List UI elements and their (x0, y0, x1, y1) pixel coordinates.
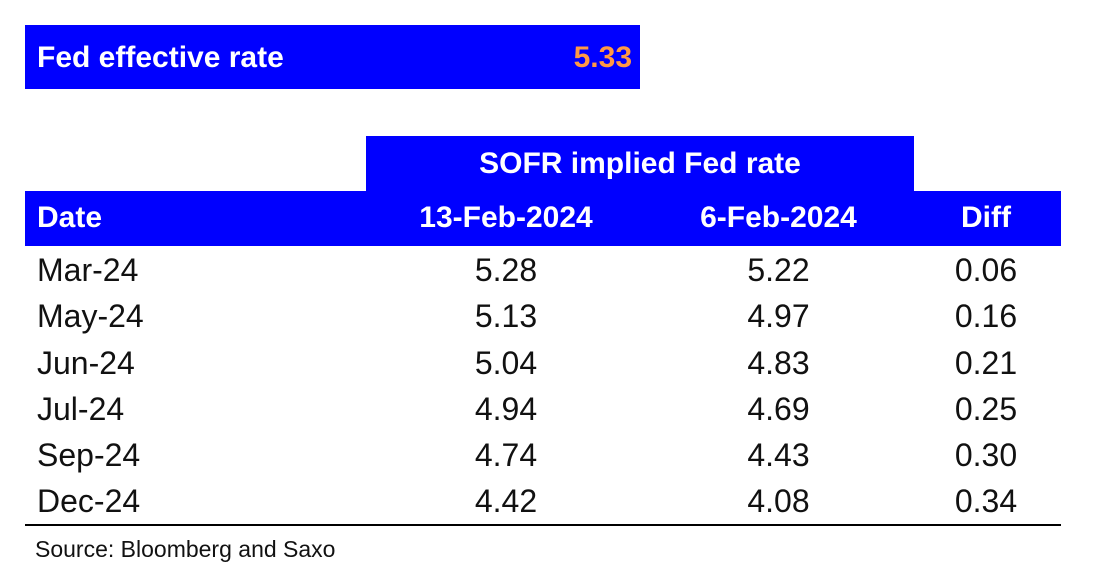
cell-diff: 0.30 (954, 437, 1018, 474)
cell-diff: 0.16 (954, 298, 1018, 335)
cell-date: Dec-24 (37, 483, 141, 520)
column-header-diff: Diff (961, 201, 1011, 234)
cell-6-feb: 4.08 (747, 483, 810, 520)
table-row: Jul-24 4.94 4.69 0.25 (25, 385, 1061, 431)
table-row: Mar-24 5.28 5.22 0.06 (25, 246, 1061, 292)
source-note: Source: Bloomberg and Saxo (35, 536, 336, 562)
cell-6-feb: 4.97 (747, 298, 810, 335)
cell-13-feb: 4.74 (474, 437, 538, 474)
cell-diff: 0.34 (954, 483, 1018, 520)
table-row: Jun-24 5.04 4.83 0.21 (25, 339, 1061, 385)
table-body: Mar-24 5.28 5.22 0.06 May-24 5.13 4.97 0… (25, 246, 1061, 526)
fed-effective-rate-value: 5.33 (573, 41, 632, 74)
fed-effective-rate-label: Fed effective rate (37, 41, 284, 74)
cell-13-feb: 5.28 (474, 252, 538, 288)
cell-13-feb: 5.13 (474, 298, 538, 335)
cell-diff: 0.25 (954, 390, 1018, 427)
column-header-date: Date (37, 201, 103, 234)
sofr-group-header: SOFR implied Fed rate (366, 136, 914, 191)
cell-diff: 0.21 (954, 344, 1018, 381)
cell-13-feb: 5.04 (474, 344, 538, 381)
table-header-row: Date 13-Feb-2024 6-Feb-2024 Diff (25, 191, 1061, 246)
cell-diff: 0.06 (954, 252, 1018, 288)
table-row: Sep-24 4.74 4.43 0.30 (25, 431, 1061, 477)
cell-date: Jun-24 (37, 344, 135, 381)
cell-date: Mar-24 (37, 252, 139, 288)
cell-6-feb: 5.22 (747, 252, 810, 288)
cell-6-feb: 4.43 (747, 437, 810, 474)
cell-6-feb: 4.83 (747, 344, 810, 381)
table-row: May-24 5.13 4.97 0.16 (25, 292, 1061, 338)
cell-date: Sep-24 (37, 437, 141, 474)
cell-date: Jul-24 (37, 390, 125, 427)
cell-date: May-24 (37, 298, 144, 335)
cell-13-feb: 4.94 (474, 390, 538, 427)
column-header-13-feb: 13-Feb-2024 (419, 201, 593, 234)
column-header-6-feb: 6-Feb-2024 (700, 201, 857, 234)
cell-6-feb: 4.69 (747, 390, 810, 427)
table-row: Dec-24 4.42 4.08 0.34 (25, 477, 1061, 523)
fed-effective-rate-box: Fed effective rate 5.33 (25, 25, 640, 89)
cell-13-feb: 4.42 (474, 483, 538, 520)
